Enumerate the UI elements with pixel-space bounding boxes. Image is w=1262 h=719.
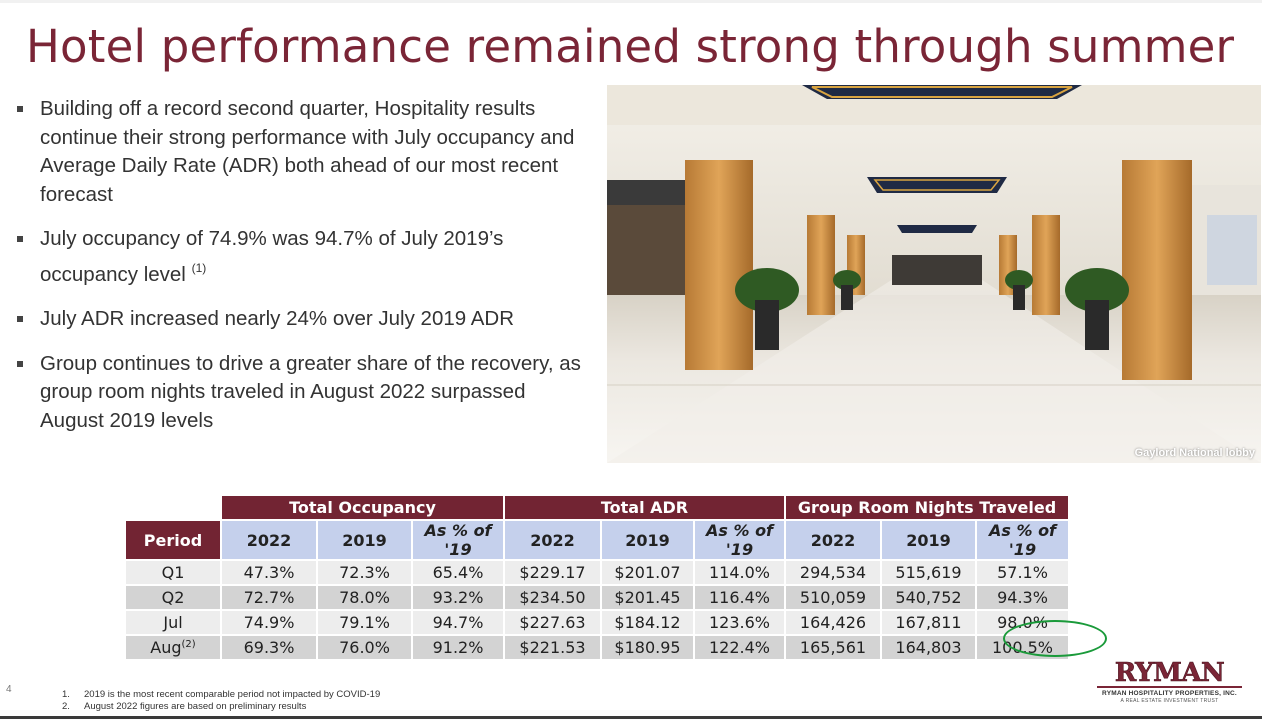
table-cell: 57.1% (977, 561, 1068, 584)
table-cell: $221.53 (505, 636, 600, 659)
column-header: 2022 (786, 521, 880, 559)
footnote-number: 2. (62, 701, 70, 712)
column-header: 2019 (882, 521, 975, 559)
table-group-header-row: Total Occupancy Total ADR Group Room Nig… (126, 496, 1068, 519)
table-cell: $184.12 (602, 611, 693, 634)
top-rule (0, 0, 1262, 3)
group-header-group-nights: Group Room Nights Traveled (786, 496, 1068, 519)
logo-tagline: A REAL ESTATE INVESTMENT TRUST (1120, 698, 1219, 704)
column-header: As % of '19 (977, 521, 1068, 559)
footnote-text: 2019 is the most recent comparable perio… (84, 689, 381, 700)
table-cell: 94.3% (977, 586, 1068, 609)
table-blank-cell (126, 496, 220, 519)
bullet-item: July ADR increased nearly 24% over July … (14, 305, 589, 334)
table-cell: $229.17 (505, 561, 600, 584)
table-cell: $201.45 (602, 586, 693, 609)
table-cell: 91.2% (413, 636, 503, 659)
column-header: As % of '19 (695, 521, 784, 559)
bullet-item: July occupancy of 74.9% was 94.7% of Jul… (14, 225, 589, 289)
bullet-list: Building off a record second quarter, Ho… (14, 95, 589, 451)
performance-table: Total Occupancy Total ADR Group Room Nig… (124, 494, 1070, 661)
bullet-text: Group continues to drive a greater share… (40, 351, 581, 432)
highlight-ring (1003, 620, 1107, 657)
group-header-adr: Total ADR (505, 496, 784, 519)
column-header: As % of '19 (413, 521, 503, 559)
table-cell: 164,803 (882, 636, 975, 659)
table-cell: 165,561 (786, 636, 880, 659)
table-row: Q1 47.3% 72.3% 65.4% $229.17 $201.07 114… (126, 561, 1068, 584)
table-cell: $234.50 (505, 586, 600, 609)
column-header: 2022 (505, 521, 600, 559)
group-header-occupancy: Total Occupancy (222, 496, 503, 519)
bullet-text: July occupancy of 74.9% was 94.7% of Jul… (40, 227, 504, 286)
footnote-number: 1. (62, 689, 70, 700)
table-cell: 510,059 (786, 586, 880, 609)
table-cell: $201.07 (602, 561, 693, 584)
table-cell: 164,426 (786, 611, 880, 634)
table-cell: 78.0% (318, 586, 411, 609)
table-cell: 47.3% (222, 561, 316, 584)
bullet-text: July ADR increased nearly 24% over July … (40, 307, 515, 330)
photo-caption: Gaylord National lobby (1134, 447, 1255, 459)
table-cell: $227.63 (505, 611, 600, 634)
table-cell: 69.3% (222, 636, 316, 659)
table-cell: 74.9% (222, 611, 316, 634)
logo-divider (1097, 686, 1242, 688)
logo-wordmark: RYMAN (1114, 658, 1225, 688)
period-cell: Q1 (126, 561, 220, 584)
lobby-photo: Gaylord National lobby (607, 85, 1261, 463)
bullet-item: Group continues to drive a greater share… (14, 350, 589, 436)
table-cell: 76.0% (318, 636, 411, 659)
logo-company-name: RYMAN HOSPITALITY PROPERTIES, INC. (1102, 690, 1237, 697)
table-cell: 94.7% (413, 611, 503, 634)
period-label: Aug (150, 638, 182, 657)
footnote-text: August 2022 figures are based on prelimi… (84, 701, 307, 712)
table-cell: 294,534 (786, 561, 880, 584)
table-cell: 93.2% (413, 586, 503, 609)
footnotes: 1. 2019 is the most recent comparable per… (62, 689, 380, 713)
footnote-item: 2. August 2022 figures are based on preli… (62, 701, 380, 713)
column-header: 2019 (602, 521, 693, 559)
column-header: 2019 (318, 521, 411, 559)
table-row: Jul 74.9% 79.1% 94.7% $227.63 $184.12 12… (126, 611, 1068, 634)
period-header: Period (126, 521, 220, 559)
bottom-rule (0, 716, 1262, 719)
table-cell: 114.0% (695, 561, 784, 584)
table-cell: 72.7% (222, 586, 316, 609)
table-cell: 540,752 (882, 586, 975, 609)
table-cell: 116.4% (695, 586, 784, 609)
table-cell: 122.4% (695, 636, 784, 659)
footnote-ref: (1) (191, 260, 207, 275)
table-cell: 515,619 (882, 561, 975, 584)
period-cell: Q2 (126, 586, 220, 609)
footnote-ref: (2) (181, 639, 196, 650)
slide-title: Hotel performance remained strong throug… (26, 20, 1235, 73)
table-cell: 167,811 (882, 611, 975, 634)
period-label: Jul (163, 613, 183, 632)
table-row: Aug(2) 69.3% 76.0% 91.2% $221.53 $180.95… (126, 636, 1068, 659)
period-label: Q1 (161, 563, 185, 582)
lobby-illustration (607, 85, 1261, 463)
table-cell: $180.95 (602, 636, 693, 659)
period-cell: Jul (126, 611, 220, 634)
period-label: Q2 (161, 588, 185, 607)
table-subheader-row: Period 2022 2019 As % of '19 2022 2019 A… (126, 521, 1068, 559)
footnote-item: 1. 2019 is the most recent comparable per… (62, 689, 380, 701)
table-cell: 123.6% (695, 611, 784, 634)
period-cell: Aug(2) (126, 636, 220, 659)
table-cell: 79.1% (318, 611, 411, 634)
column-header: 2022 (222, 521, 316, 559)
bullet-text: Building off a record second quarter, Ho… (40, 97, 575, 206)
bullet-item: Building off a record second quarter, Ho… (14, 95, 589, 209)
table-cell: 65.4% (413, 561, 503, 584)
table-row: Q2 72.7% 78.0% 93.2% $234.50 $201.45 116… (126, 586, 1068, 609)
table-cell: 72.3% (318, 561, 411, 584)
ryman-logo: RYMAN RYMAN HOSPITALITY PROPERTIES, INC.… (1097, 658, 1242, 709)
page-number: 4 (6, 684, 12, 695)
